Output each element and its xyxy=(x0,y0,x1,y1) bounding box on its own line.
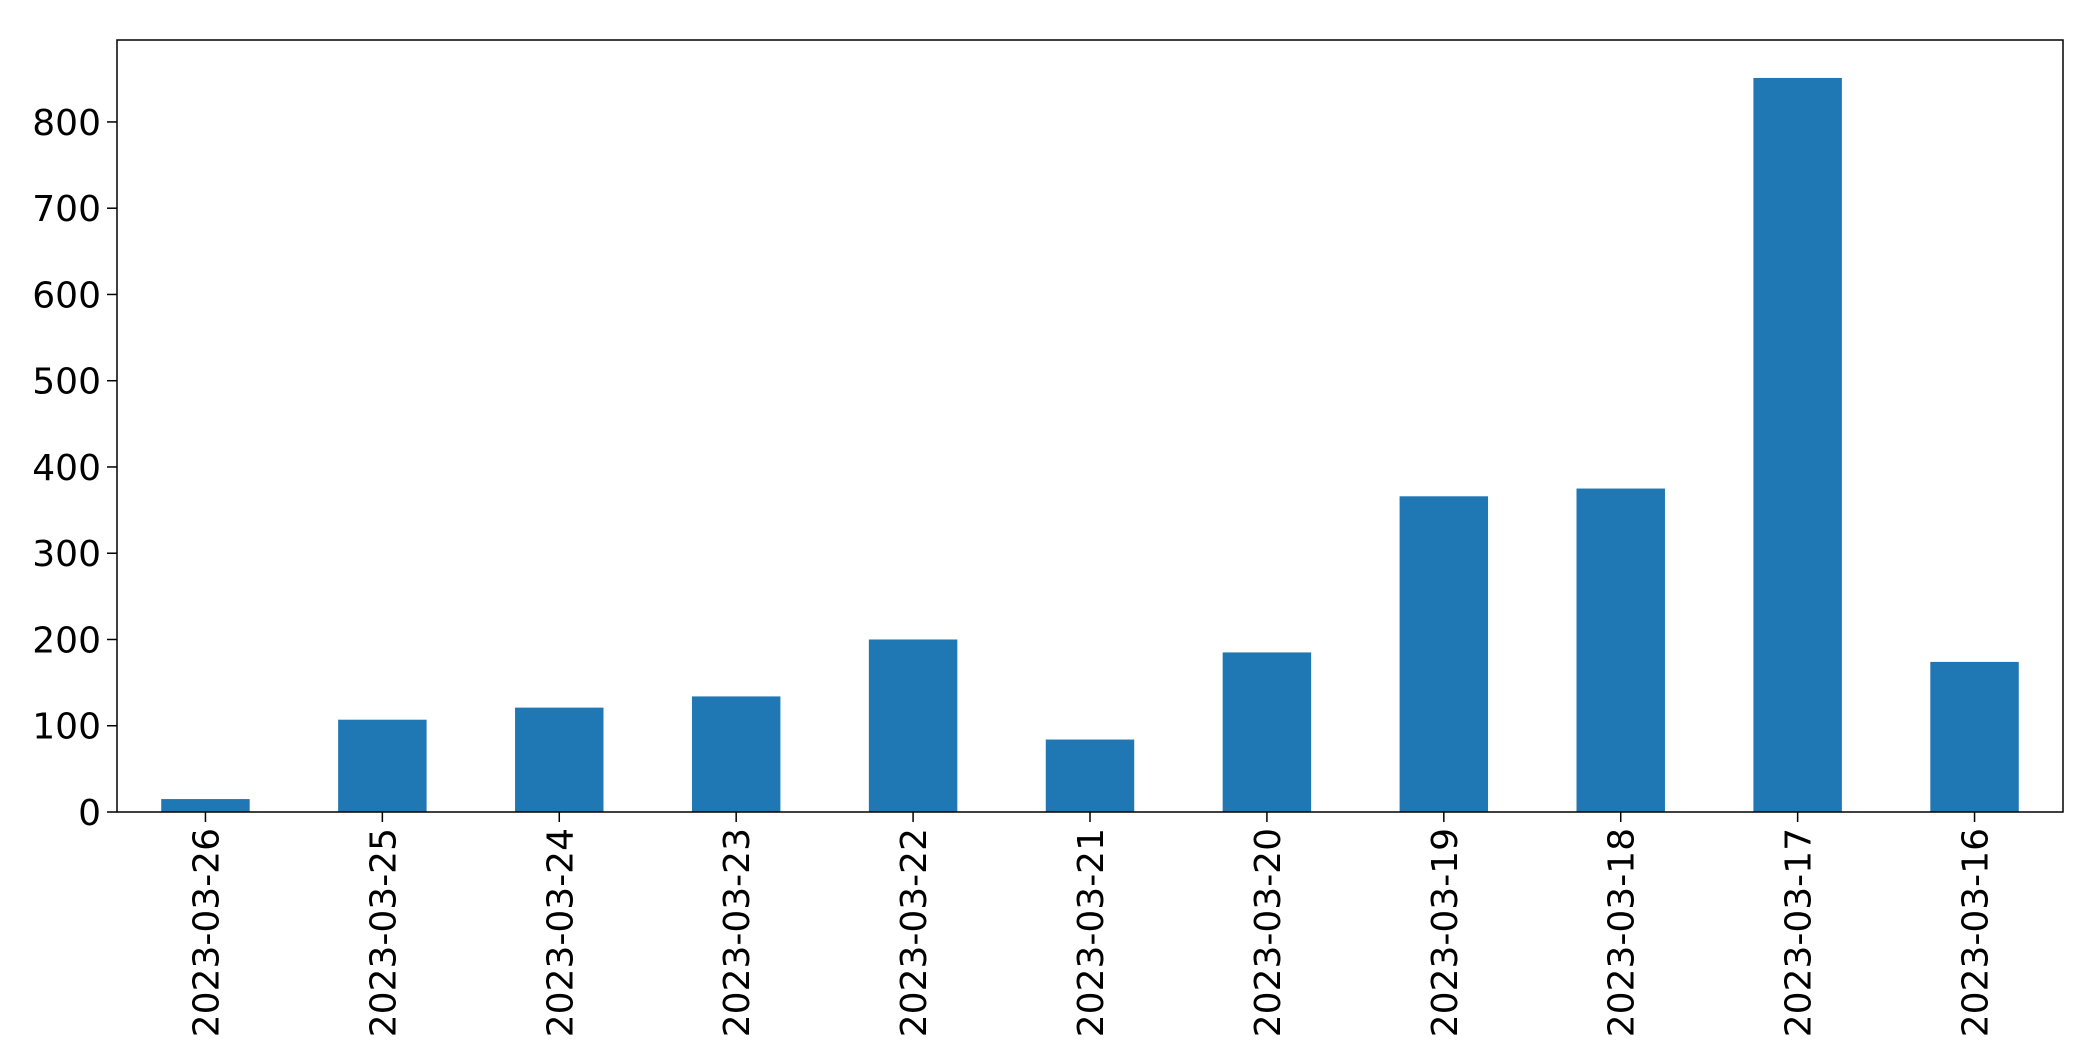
bar xyxy=(691,696,781,812)
bar xyxy=(868,639,958,812)
y-tick-label: 400 xyxy=(32,448,101,489)
bar xyxy=(161,799,250,812)
plot-frame xyxy=(116,39,2064,813)
bar xyxy=(1753,77,1842,813)
y-tick-label: 600 xyxy=(32,275,101,316)
y-tick-label: 0 xyxy=(78,793,101,834)
x-tick-label: 2023-03-18 xyxy=(1602,828,1643,1037)
y-tick-label: 700 xyxy=(32,189,101,230)
bar xyxy=(1222,652,1312,812)
y-tick-label: 300 xyxy=(32,534,101,575)
y-axis: 0 100 200 300 400 500 600 700 800 xyxy=(32,103,117,834)
bar xyxy=(1576,488,1665,812)
x-tick-label: 2023-03-24 xyxy=(540,828,581,1037)
y-tick-label: 200 xyxy=(32,620,101,661)
x-tick-label: 2023-03-21 xyxy=(1071,828,1112,1037)
y-tick-label: 500 xyxy=(32,362,101,403)
x-tick-label: 2023-03-22 xyxy=(894,828,935,1037)
y-tick-label: 800 xyxy=(32,103,101,144)
bars xyxy=(161,77,2019,813)
bar xyxy=(1930,661,2019,812)
x-tick-label: 2023-03-23 xyxy=(717,828,758,1037)
bar xyxy=(1045,739,1135,812)
y-tick-label: 100 xyxy=(32,707,101,748)
x-tick-label: 2023-03-19 xyxy=(1425,828,1466,1037)
x-axis: 2023-03-26 2023-03-25 2023-03-24 2023-03-23… xyxy=(186,812,1997,1037)
x-tick-label: 2023-03-17 xyxy=(1779,828,1820,1037)
x-tick-label: 2023-03-25 xyxy=(363,828,404,1037)
bar xyxy=(1399,496,1489,812)
bar xyxy=(515,707,604,812)
x-tick-label: 2023-03-16 xyxy=(1956,828,1997,1037)
x-tick-label: 2023-03-20 xyxy=(1248,828,1289,1037)
x-tick-label: 2023-03-26 xyxy=(186,828,227,1037)
bar xyxy=(338,719,427,812)
